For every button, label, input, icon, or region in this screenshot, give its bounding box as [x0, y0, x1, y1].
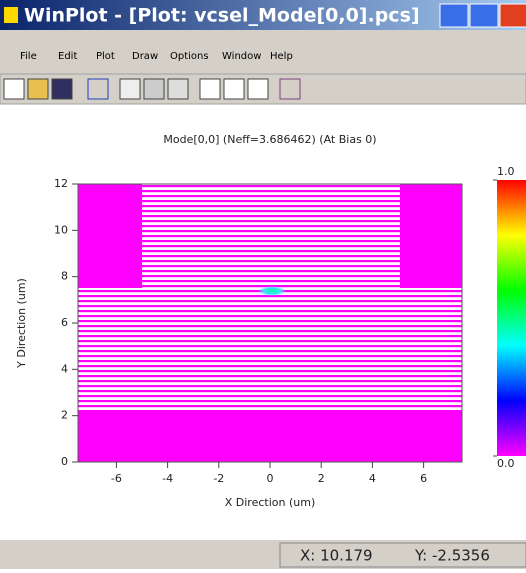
colorbar: [497, 180, 526, 456]
y-axis-label: Y Direction (um): [15, 278, 28, 369]
x-tick-label: 0: [267, 472, 274, 485]
y-tick-label: 6: [61, 316, 68, 329]
y-tick-label: 2: [61, 409, 68, 422]
status-panel: [279, 542, 526, 568]
view-button[interactable]: [199, 78, 221, 100]
x-axis-label: X Direction (um): [225, 496, 316, 509]
menu-bar: [0, 30, 526, 74]
plot-button[interactable]: [223, 78, 245, 100]
region: [400, 184, 462, 288]
x-tick-label: -4: [162, 472, 173, 485]
x-tick-label: 4: [369, 472, 376, 485]
tool-button[interactable]: [167, 78, 189, 100]
x-tick-label: -6: [111, 472, 122, 485]
chart-title: Mode[0,0] (Neff=3.686462) (At Bias 0): [163, 133, 376, 146]
toolbar-icons: [3, 78, 301, 100]
menu-item[interactable]: Help: [270, 51, 293, 62]
menu-item[interactable]: Plot: [96, 51, 115, 62]
menu-item[interactable]: Draw: [132, 51, 158, 62]
y-tick-label: 10: [54, 223, 68, 236]
paste-button[interactable]: [143, 78, 165, 100]
menu-item[interactable]: Window: [222, 51, 261, 62]
y-tick-label: 8: [61, 270, 68, 283]
undo-button[interactable]: [87, 78, 109, 100]
status-x: X: 10.179: [300, 547, 373, 565]
redraw-button[interactable]: [247, 78, 269, 100]
minimize-button[interactable]: [439, 3, 469, 28]
mode-spot: [258, 286, 286, 296]
layer-stack: [78, 288, 462, 411]
menu-item[interactable]: Options: [170, 51, 209, 62]
x-tick-label: 2: [318, 472, 325, 485]
window-title: WinPlot - [Plot: vcsel_Mode[0,0].pcs]: [24, 5, 420, 27]
region: [78, 411, 462, 462]
menu-item[interactable]: File: [20, 51, 37, 62]
title-bar: [0, 0, 526, 30]
plot-field: [78, 184, 462, 462]
layer-stack: [142, 184, 400, 288]
colorbar-tick-label: 0.0: [497, 457, 515, 470]
open-button[interactable]: [27, 78, 49, 100]
region: [78, 184, 142, 288]
y-tick-label: 12: [54, 177, 68, 190]
app-icon: [4, 7, 18, 23]
y-tick-label: 0: [61, 455, 68, 468]
cut-button[interactable]: [119, 78, 141, 100]
colorbar-tick-label: 1.0: [497, 165, 515, 178]
settings-button[interactable]: [279, 78, 301, 100]
x-tick-label: -2: [213, 472, 224, 485]
save-button[interactable]: [51, 78, 73, 100]
status-y: Y: -2.5356: [414, 547, 490, 565]
x-tick-label: 6: [420, 472, 427, 485]
new-button[interactable]: [3, 78, 25, 100]
maximize-button[interactable]: [469, 3, 499, 28]
menu-item[interactable]: Edit: [58, 51, 77, 62]
y-tick-label: 4: [61, 362, 68, 375]
close-button[interactable]: [499, 3, 526, 28]
